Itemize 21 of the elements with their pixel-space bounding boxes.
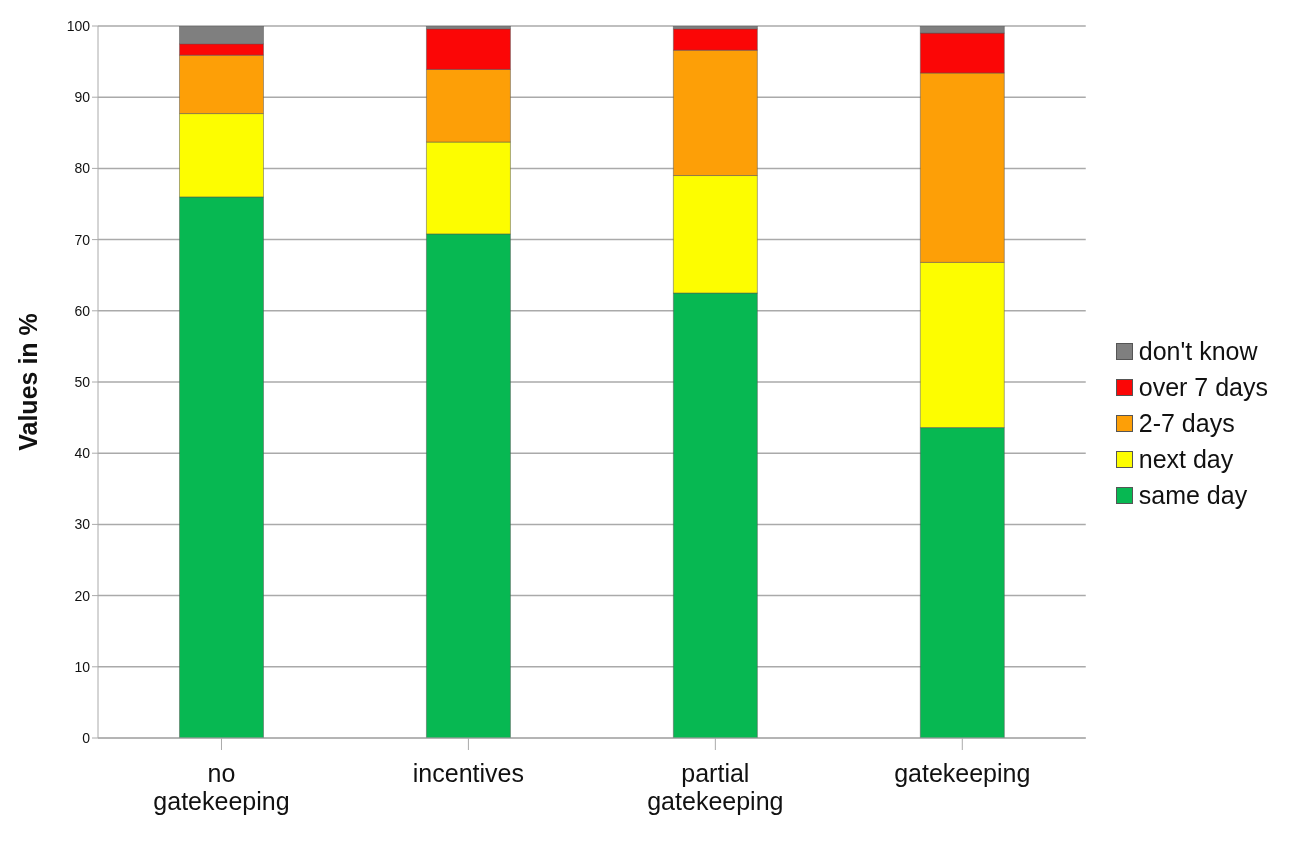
- y-tick-label: 100: [66, 17, 91, 34]
- y-tick-label: 0: [82, 729, 91, 746]
- y-tick-label: 80: [74, 160, 91, 177]
- y-tick-label: 90: [74, 89, 91, 106]
- legend-label: same day: [1138, 480, 1248, 510]
- legend-label: 2-7 days: [1138, 408, 1235, 438]
- y-tick-label: 60: [74, 302, 91, 319]
- legend-label: don't know: [1138, 336, 1258, 366]
- legend-label: next day: [1138, 444, 1234, 474]
- y-tick-label: 30: [74, 516, 91, 533]
- x-tick-label: incentives: [412, 759, 524, 787]
- x-tick-label: partial gatekeeping: [647, 759, 784, 815]
- x-tick-label: gatekeeping: [894, 759, 1031, 787]
- y-tick-label: 40: [74, 445, 91, 462]
- y-axis-title: Values in %: [13, 313, 42, 451]
- y-tick-label: 20: [74, 587, 91, 604]
- legend-label: over 7 days: [1138, 372, 1268, 402]
- y-tick-label: 50: [74, 373, 91, 390]
- x-tick-label: no gatekeeping: [153, 759, 290, 815]
- y-tick-label: 10: [74, 658, 91, 675]
- y-tick-label: 70: [74, 231, 91, 248]
